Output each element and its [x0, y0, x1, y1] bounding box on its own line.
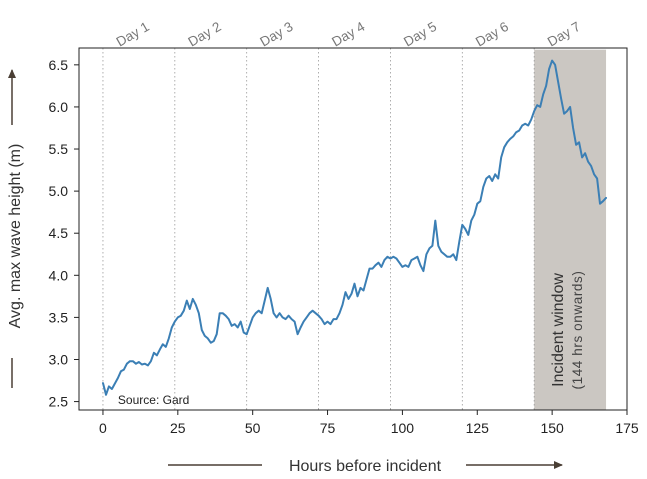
- incident-window-label: Incident window (144 hrs onwards): [550, 271, 585, 390]
- x-tick-label: 0: [99, 420, 107, 436]
- y-tick-label: 5.5: [49, 141, 69, 157]
- x-tick-label: 25: [170, 420, 186, 436]
- day-label: Day 1: [114, 19, 152, 50]
- day-gridlines: [102, 48, 535, 410]
- y-axis-ticks: 2.5 3.0 3.5 4.0 4.5 5.0 5.5 6.0 6.5: [49, 57, 79, 410]
- y-tick-label: 3.0: [49, 351, 69, 367]
- x-tick-label: 100: [391, 420, 415, 436]
- series-line: [102, 59, 607, 396]
- day-label: Day 2: [186, 19, 224, 50]
- plot-frame: [78, 47, 628, 411]
- x-axis-title-group: Hours before incident: [168, 458, 563, 475]
- day-label: Day 7: [545, 19, 583, 50]
- source-annotation: Source: Gard: [118, 393, 189, 407]
- incident-window-sublabel: (144 hrs onwards): [570, 271, 585, 390]
- incident-window-title: Incident window: [550, 273, 567, 387]
- y-tick-label: 4.0: [49, 267, 69, 283]
- y-tick-label: 2.5: [49, 394, 69, 410]
- day-label: Day 4: [329, 19, 367, 50]
- y-tick-label: 4.5: [49, 225, 69, 241]
- x-tick-label: 150: [540, 420, 564, 436]
- y-axis-title: Avg. max wave height (m): [7, 144, 24, 329]
- day-label: Day 6: [473, 19, 511, 50]
- day-label: Day 5: [401, 19, 439, 50]
- y-tick-label: 6.0: [49, 99, 69, 115]
- y-tick-label: 5.0: [49, 183, 69, 199]
- x-tick-label: 75: [320, 420, 336, 436]
- y-axis-title-group: Avg. max wave height (m): [7, 69, 24, 388]
- y-tick-label: 3.5: [49, 309, 69, 325]
- day-labels: Day 1 Day 2 Day 3 Day 4 Day 5 Day 6 Day 7: [114, 19, 583, 50]
- y-tick-label: 6.5: [49, 57, 69, 73]
- x-axis-ticks: 0 25 50 75 100 125 150 175: [99, 410, 639, 436]
- x-axis-title: Hours before incident: [289, 458, 442, 475]
- x-tick-label: 125: [466, 420, 490, 436]
- x-tick-label: 175: [615, 420, 639, 436]
- x-tick-label: 50: [245, 420, 261, 436]
- day-label: Day 3: [257, 19, 295, 50]
